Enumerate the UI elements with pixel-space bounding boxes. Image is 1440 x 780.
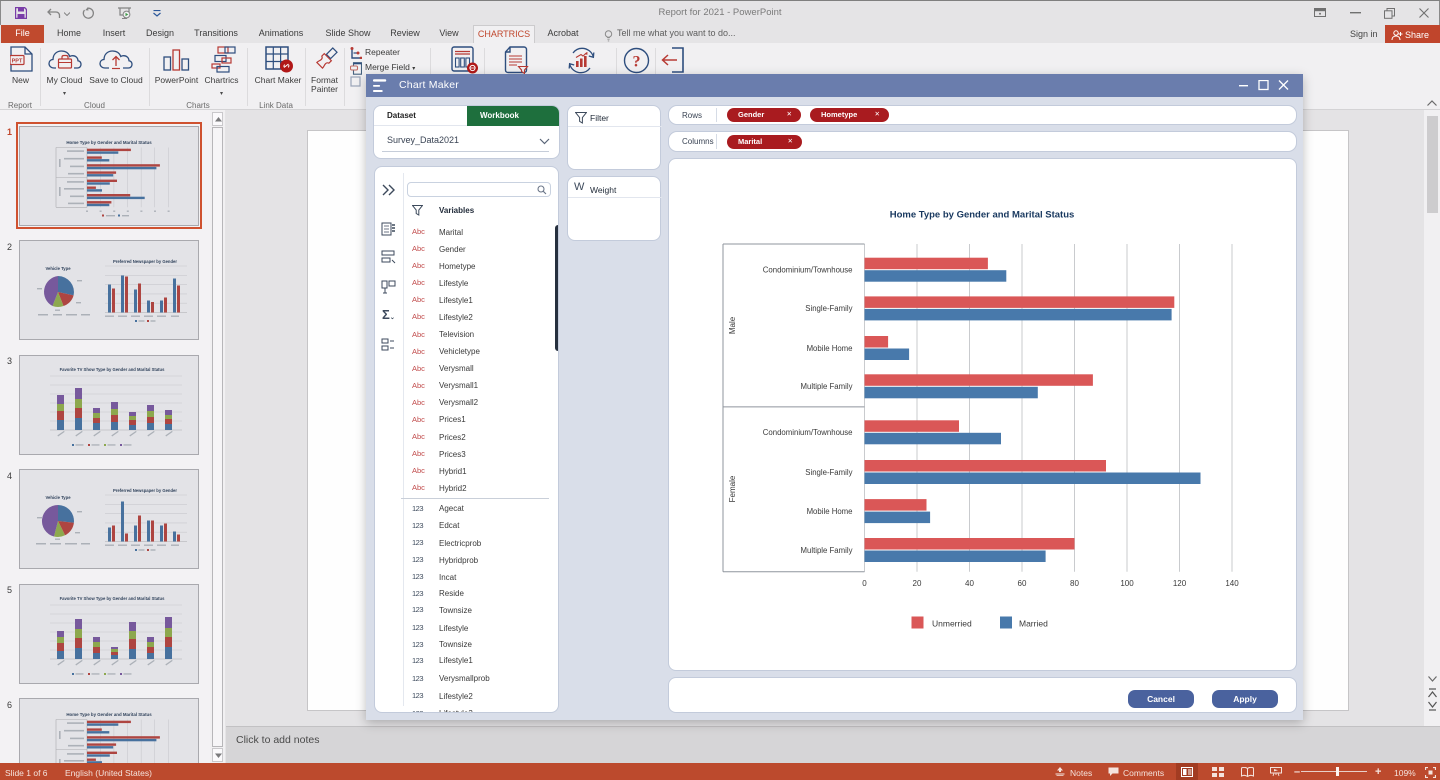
svg-text:140: 140	[1225, 579, 1239, 588]
svg-text:Mobile Home: Mobile Home	[807, 343, 853, 352]
svg-text:Married: Married	[1019, 618, 1048, 628]
svg-text:Condominium/Townhouse: Condominium/Townhouse	[763, 265, 853, 274]
svg-text:Single-Family: Single-Family	[805, 304, 852, 313]
svg-text:Condominium/Townhouse: Condominium/Townhouse	[763, 428, 853, 437]
svg-text:Home Type by Gender and Marita: Home Type by Gender and Marital Status	[890, 209, 1075, 220]
svg-text:Male: Male	[728, 316, 737, 334]
svg-text:Multiple Family: Multiple Family	[801, 545, 853, 554]
svg-text:120: 120	[1173, 579, 1187, 588]
svg-text:?: ?	[633, 54, 641, 71]
svg-text:40: 40	[965, 579, 974, 588]
svg-text:Mobile Home: Mobile Home	[807, 506, 853, 515]
svg-text:Unmerried: Unmerried	[932, 618, 972, 628]
svg-text:20: 20	[913, 579, 922, 588]
svg-text:Multiple Family: Multiple Family	[801, 382, 853, 391]
svg-text:Single-Family: Single-Family	[805, 467, 852, 476]
svg-text:Female: Female	[728, 475, 737, 502]
svg-text:0: 0	[862, 579, 867, 588]
svg-text:60: 60	[1018, 579, 1027, 588]
svg-text:PPT: PPT	[12, 59, 23, 65]
svg-text:100: 100	[1120, 579, 1134, 588]
svg-text:80: 80	[1070, 579, 1079, 588]
